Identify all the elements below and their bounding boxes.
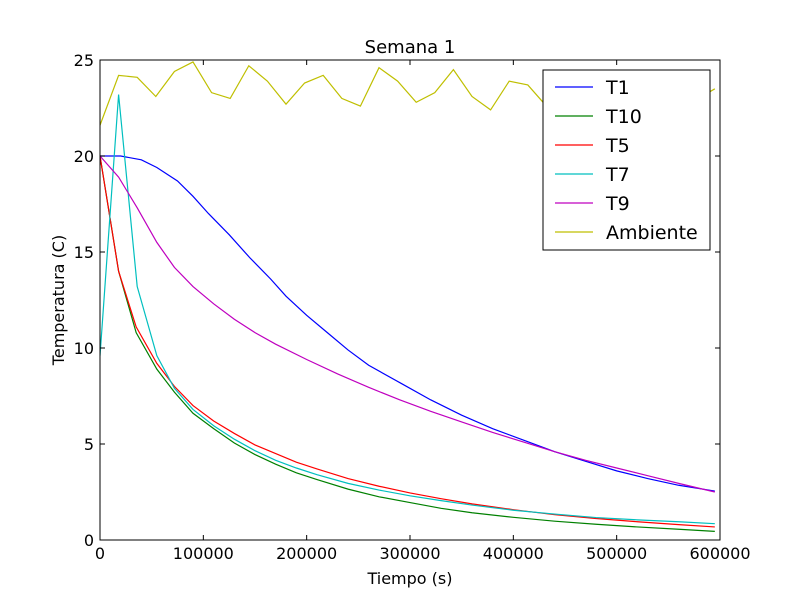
legend: T1 T10 T5 T7 T9 Ambiente	[542, 69, 711, 251]
legend-box	[542, 69, 711, 251]
y-tick-label: 15	[74, 243, 94, 262]
x-tick-label: 600000	[689, 544, 750, 563]
y-axis-title: Temperatura (C)	[49, 235, 68, 366]
legend-label-t7: T7	[605, 164, 630, 186]
y-tick-label: 20	[74, 147, 94, 166]
y-tick-label: 10	[74, 339, 94, 358]
legend-label-ambiente: Ambiente	[606, 222, 698, 244]
x-axis-title: Tiempo (s)	[366, 569, 452, 588]
chart-title: Semana 1	[365, 37, 456, 58]
x-tick-label: 400000	[483, 544, 544, 563]
x-tick-label: 100000	[173, 544, 234, 563]
x-tick-label: 200000	[276, 544, 337, 563]
series-line-t5	[100, 155, 715, 528]
y-tick-label: 25	[74, 51, 94, 70]
series-line-t7	[100, 94, 715, 525]
series-line-t1	[100, 155, 715, 492]
x-tick-label: 300000	[379, 544, 440, 563]
legend-label-t10: T10	[605, 106, 642, 128]
y-tick-label: 5	[84, 435, 94, 454]
legend-label-t1: T1	[605, 77, 630, 99]
series-line-t10	[100, 155, 715, 532]
x-tick-label: 0	[95, 544, 105, 563]
x-tick-label: 500000	[586, 544, 647, 563]
legend-label-t9: T9	[605, 193, 630, 215]
series-line-t9	[100, 155, 715, 493]
legend-label-t5: T5	[605, 135, 630, 157]
y-tick-label: 0	[84, 531, 94, 550]
series-layer	[100, 61, 716, 532]
tick-layer: 0 100000 200000 300000 400000 500000 600000 0 5 1…	[74, 51, 751, 563]
